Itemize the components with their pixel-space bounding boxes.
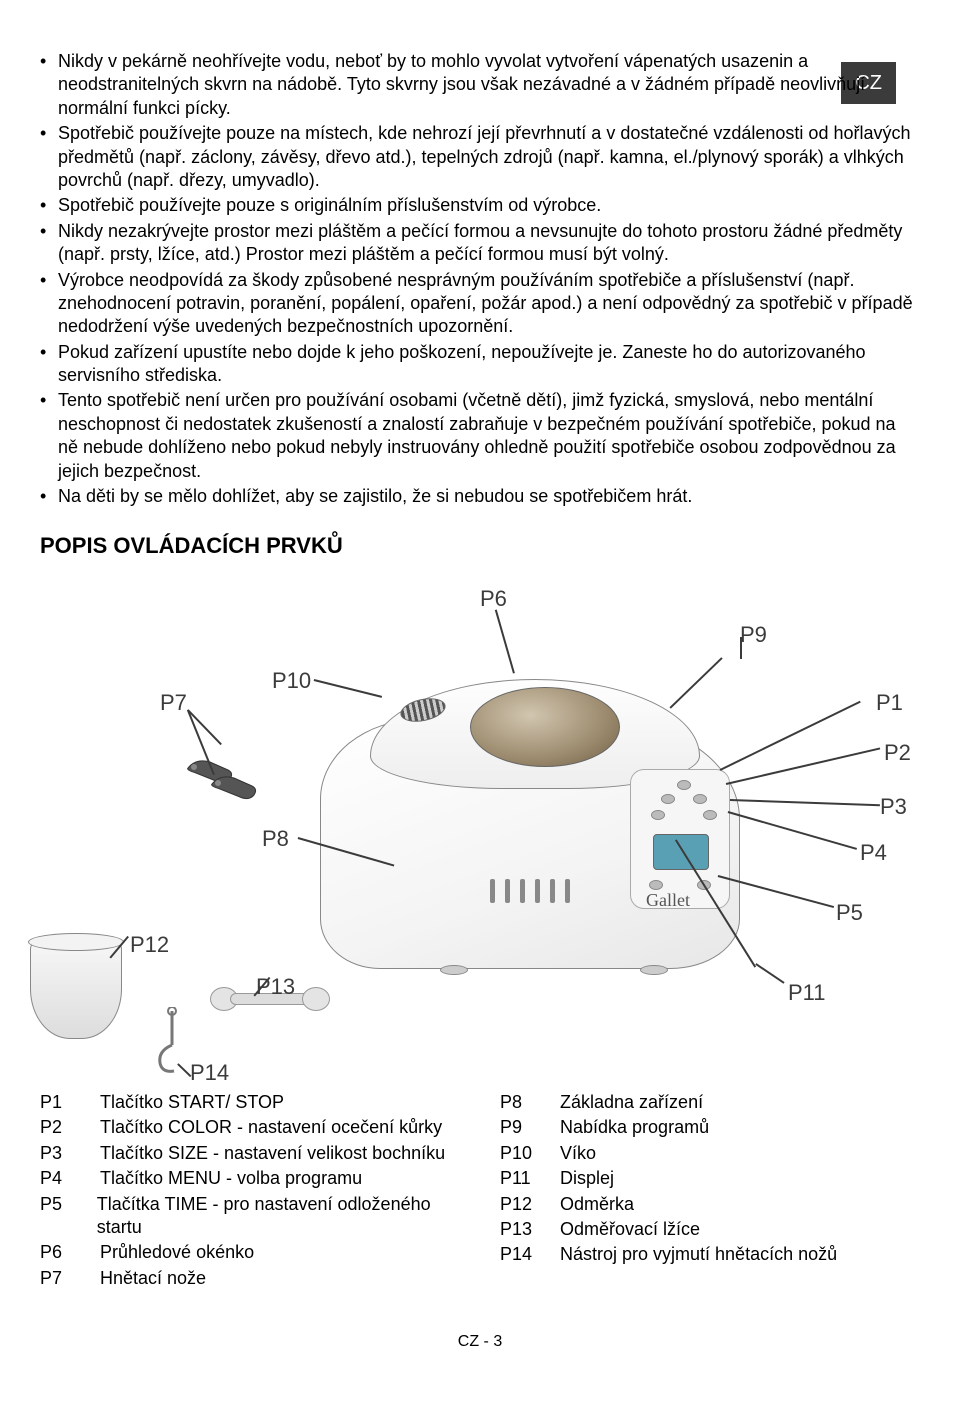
callout-p5: P5 bbox=[836, 899, 863, 928]
legend-key: P5 bbox=[40, 1193, 97, 1240]
callout-p11: P11 bbox=[788, 979, 826, 1008]
legend-key: P4 bbox=[40, 1167, 100, 1190]
hook-tool-illustration bbox=[150, 1007, 194, 1077]
safety-bullet-list: Nikdy v pekárně neohřívejte vodu, neboť … bbox=[40, 50, 920, 508]
legend-key: P11 bbox=[500, 1167, 560, 1190]
legend-value: Tlačítka TIME - pro nastavení odloženého… bbox=[97, 1193, 460, 1240]
legend-key: P2 bbox=[40, 1116, 100, 1139]
legend-key: P7 bbox=[40, 1267, 100, 1290]
callout-p6: P6 bbox=[480, 585, 507, 614]
callout-p7: P7 bbox=[160, 689, 187, 718]
legend-key: P8 bbox=[500, 1091, 560, 1114]
page-footer: CZ - 3 bbox=[40, 1332, 920, 1353]
callout-p9: P9 bbox=[740, 621, 767, 650]
bullet-item: Nikdy nezakrývejte prostor mezi pláštěm … bbox=[40, 220, 920, 267]
legend-key: P12 bbox=[500, 1193, 560, 1216]
legend-key: P1 bbox=[40, 1091, 100, 1114]
section-heading: POPIS OVLÁDACÍCH PRVKŮ bbox=[40, 532, 920, 561]
breadmaker-illustration: Gallet bbox=[320, 659, 750, 979]
bullet-item: Nikdy v pekárně neohřívejte vodu, neboť … bbox=[40, 50, 920, 120]
callout-p4: P4 bbox=[860, 839, 887, 868]
bullet-item: Tento spotřebič není určen pro používání… bbox=[40, 389, 920, 483]
bullet-item: Spotřebič používejte pouze s originálním… bbox=[40, 194, 920, 217]
measuring-cup-illustration bbox=[30, 939, 130, 1049]
legend-value: Tlačítko SIZE - nastavení velikost bochn… bbox=[100, 1142, 445, 1165]
bullet-item: Výrobce neodpovídá za škody způsobené ne… bbox=[40, 269, 920, 339]
callout-p12: P12 bbox=[130, 931, 169, 960]
legend-value: Nástroj pro vyjmutí hnětacích nožů bbox=[560, 1243, 837, 1266]
controls-diagram: Gallet P6 P9 P10 P7 P1 P2 P3 P4 P5 P8 P1… bbox=[40, 579, 920, 1079]
kneading-paddles-illustration bbox=[180, 754, 270, 802]
legend-key: P3 bbox=[40, 1142, 100, 1165]
bullet-item: Pokud zařízení upustíte nebo dojde k jeh… bbox=[40, 341, 920, 388]
brand-logo: Gallet bbox=[646, 889, 690, 912]
legend-key: P10 bbox=[500, 1142, 560, 1165]
legend-value: Nabídka programů bbox=[560, 1116, 709, 1139]
legend-value: Odměřovací lžíce bbox=[560, 1218, 700, 1241]
legend-value: Základna zařízení bbox=[560, 1091, 703, 1114]
legend-value: Tlačítko MENU - volba programu bbox=[100, 1167, 362, 1190]
bullet-item: Na děti by se mělo dohlížet, aby se zaji… bbox=[40, 485, 920, 508]
callout-p14: P14 bbox=[190, 1059, 229, 1088]
legend-value: Hnětací nože bbox=[100, 1267, 206, 1290]
legend-column-left: P1Tlačítko START/ STOP P2Tlačítko COLOR … bbox=[40, 1091, 460, 1292]
legend-column-right: P8Základna zařízení P9Nabídka programů P… bbox=[500, 1091, 920, 1292]
legend-table: P1Tlačítko START/ STOP P2Tlačítko COLOR … bbox=[40, 1091, 920, 1292]
legend-value: Víko bbox=[560, 1142, 596, 1165]
legend-value: Displej bbox=[560, 1167, 614, 1190]
callout-p2: P2 bbox=[884, 739, 911, 768]
callout-p1: P1 bbox=[876, 689, 903, 718]
legend-key: P6 bbox=[40, 1241, 100, 1264]
legend-value: Tlačítko START/ STOP bbox=[100, 1091, 284, 1114]
callout-p3: P3 bbox=[880, 793, 907, 822]
legend-key: P9 bbox=[500, 1116, 560, 1139]
legend-value: Odměrka bbox=[560, 1193, 634, 1216]
legend-key: P14 bbox=[500, 1243, 560, 1266]
legend-value: Tlačítko COLOR - nastavení ocečení kůrky bbox=[100, 1116, 442, 1139]
legend-value: Průhledové okénko bbox=[100, 1241, 254, 1264]
legend-key: P13 bbox=[500, 1218, 560, 1241]
callout-p8: P8 bbox=[262, 825, 289, 854]
callout-p10: P10 bbox=[272, 667, 311, 696]
bullet-item: Spotřebič používejte pouze na místech, k… bbox=[40, 122, 920, 192]
